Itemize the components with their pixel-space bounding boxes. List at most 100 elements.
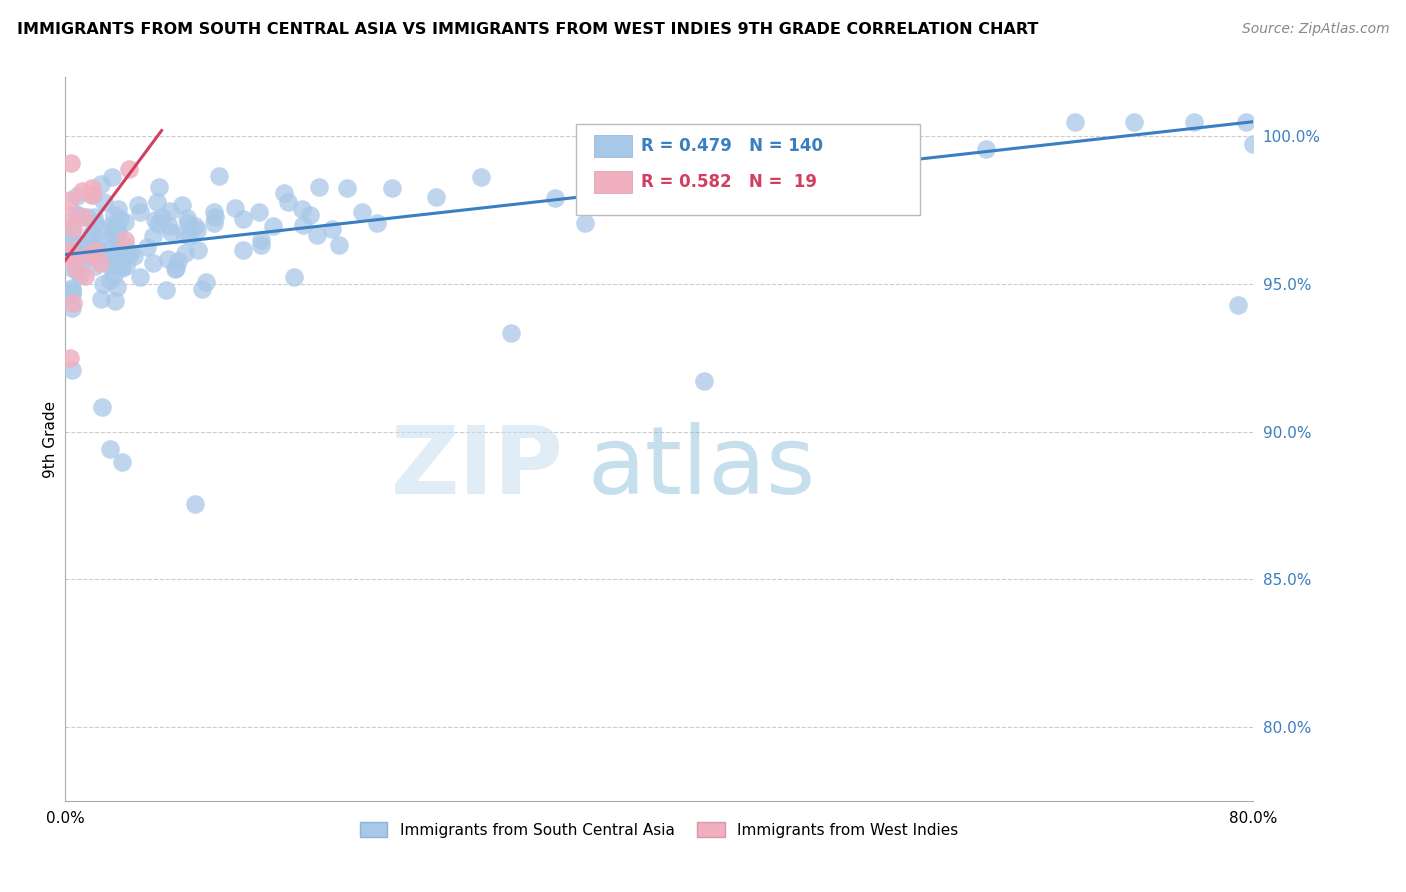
Point [62, 220, 84, 235]
Point [104, 293, 127, 308]
Point [224, 201, 246, 215]
Point [1241, 136, 1264, 151]
Point [105, 280, 128, 294]
Point [79, 227, 101, 242]
Point [127, 197, 149, 211]
Point [208, 169, 231, 183]
Point [91, 401, 114, 415]
Text: ZIP: ZIP [391, 422, 564, 514]
Point [350, 205, 373, 219]
Point [62, 295, 84, 310]
Point [250, 238, 273, 252]
FancyBboxPatch shape [576, 125, 921, 215]
Point [58, 351, 80, 365]
Point [187, 244, 209, 258]
Point [381, 181, 404, 195]
Point [165, 262, 187, 277]
Point [114, 246, 136, 260]
Point [141, 229, 163, 244]
Point [177, 216, 200, 230]
Point [157, 252, 180, 266]
Point [97, 241, 120, 255]
Point [128, 205, 150, 219]
Point [202, 204, 225, 219]
Point [173, 246, 195, 260]
Point [75, 238, 97, 252]
Point [98, 442, 121, 456]
Point [103, 268, 125, 282]
Point [165, 260, 187, 275]
Point [59, 209, 82, 223]
Point [105, 232, 128, 246]
Point [232, 212, 254, 227]
Point [900, 144, 922, 158]
Point [204, 211, 226, 225]
Point [574, 216, 596, 230]
Point [277, 194, 299, 209]
Point [101, 169, 124, 184]
Point [160, 225, 183, 239]
Point [84, 244, 107, 258]
Point [86, 241, 108, 255]
Point [145, 212, 167, 227]
Point [76, 211, 98, 225]
Text: R = 0.479   N = 140: R = 0.479 N = 140 [641, 137, 823, 155]
Point [114, 259, 136, 273]
Bar [593, 136, 631, 157]
Point [250, 233, 273, 247]
Point [111, 260, 134, 275]
Point [80, 232, 103, 246]
Point [117, 248, 139, 262]
Point [100, 218, 122, 232]
Point [91, 277, 114, 291]
Point [100, 252, 122, 266]
Point [148, 180, 170, 194]
Point [170, 198, 193, 212]
Point [97, 258, 120, 272]
Point [84, 216, 107, 230]
Point [66, 188, 89, 202]
Point [262, 219, 284, 234]
Point [247, 205, 270, 219]
Point [692, 374, 714, 388]
Point [114, 215, 136, 229]
Point [82, 187, 104, 202]
Point [58, 193, 80, 207]
Point [1182, 114, 1205, 128]
Point [104, 219, 127, 233]
Point [108, 212, 131, 227]
Point [107, 225, 129, 239]
Point [308, 180, 330, 194]
Point [73, 242, 96, 256]
Point [103, 208, 125, 222]
Point [65, 208, 87, 222]
Point [58, 251, 80, 265]
Point [104, 250, 127, 264]
Point [62, 301, 84, 316]
Point [648, 156, 671, 170]
Point [66, 264, 89, 278]
Point [366, 216, 388, 230]
Point [70, 184, 93, 198]
Point [93, 195, 115, 210]
Point [298, 208, 321, 222]
Point [752, 148, 775, 162]
Point [62, 286, 84, 301]
Point [321, 222, 343, 236]
Point [114, 240, 136, 254]
Legend: Immigrants from South Central Asia, Immigrants from West Indies: Immigrants from South Central Asia, Immi… [354, 815, 965, 844]
Point [62, 286, 84, 301]
Point [176, 211, 198, 226]
Point [65, 261, 87, 276]
Point [84, 249, 107, 263]
Bar [593, 171, 631, 194]
Point [1234, 114, 1257, 128]
Point [62, 260, 84, 275]
Text: atlas: atlas [588, 422, 815, 514]
Point [194, 276, 217, 290]
Point [75, 268, 97, 283]
Point [146, 217, 169, 231]
Point [62, 224, 84, 238]
Point [157, 219, 180, 233]
Point [202, 216, 225, 230]
